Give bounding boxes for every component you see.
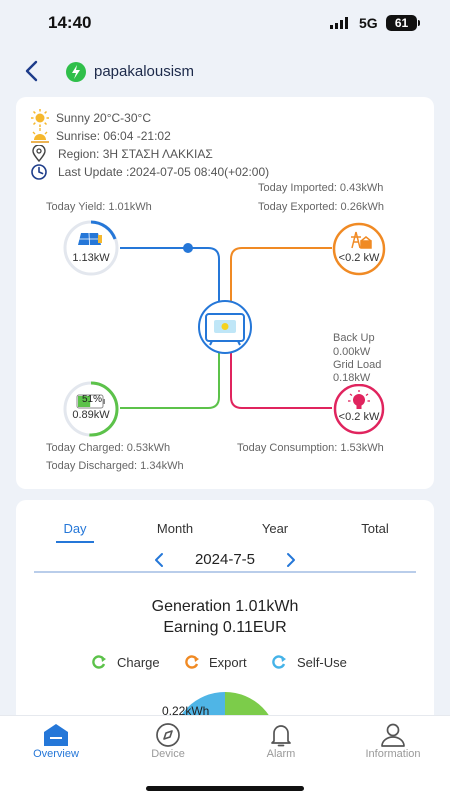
today-discharged: Today Discharged: 1.34kWh [46, 460, 184, 472]
tab-day[interactable]: Day [63, 521, 87, 536]
solar-power: 1.13kW [72, 252, 110, 264]
network-type: 5G [359, 15, 378, 31]
grid-flow-line [230, 247, 332, 302]
sunrise-icon [31, 128, 49, 143]
overview-icon [44, 724, 68, 746]
battery-soc-icon [76, 394, 105, 409]
selected-date[interactable]: 2024-7-5 [194, 551, 256, 568]
legend-export: Export [209, 655, 247, 670]
home-indicator [146, 786, 304, 791]
signal-icon [330, 17, 348, 29]
backup-label: Back Up [333, 332, 375, 344]
generation-pie-chart [178, 692, 272, 720]
battery-power: 0.89kW [72, 409, 110, 421]
bottom-nav [0, 715, 450, 800]
sun-icon [31, 109, 49, 127]
battery-icon: 61 [386, 15, 417, 31]
grid-load-value: 0.18kW [333, 372, 371, 384]
sun-times: Sunrise: 06:04 -21:02 [56, 129, 171, 143]
load-node[interactable] [330, 384, 388, 436]
nav-device-label: Device [151, 748, 185, 760]
generation-total: Generation 1.01kWh [151, 598, 299, 615]
clock-icon [31, 164, 47, 180]
compass-icon [156, 723, 180, 747]
today-imported: Today Imported: 0.43kWh [258, 182, 384, 194]
back-arrow-icon[interactable] [22, 59, 42, 83]
region: Region: 3Η ΣΤΑΣΗ ΛΑΚΚΙΑΣ [58, 147, 213, 161]
nav-alarm-label: Alarm [266, 748, 296, 760]
load-power: <0.2 kW [338, 411, 380, 423]
battery-tip [418, 20, 420, 26]
battery-soc: 51% [81, 394, 102, 405]
plant-title: papakalousism [94, 63, 195, 80]
charge-legend-icon [92, 655, 106, 669]
bell-icon [271, 725, 291, 747]
earning-total: Earning 0.11EUR [163, 619, 287, 636]
nav-device[interactable]: Device [128, 720, 208, 764]
battery-node[interactable] [62, 381, 120, 437]
lightbulb-icon [348, 390, 370, 409]
inverter-node[interactable] [190, 299, 260, 355]
today-exported: Today Exported: 0.26kWh [258, 201, 384, 213]
grid-load-label: Grid Load [333, 359, 382, 371]
solar-flow-line [120, 247, 220, 302]
pie-slice-charge [225, 692, 272, 720]
next-date-icon[interactable] [284, 551, 298, 569]
pie-label: 0.22kWh [162, 704, 210, 718]
power-tower-icon [351, 231, 372, 249]
solar-node[interactable] [62, 220, 120, 276]
battery-level: 61 [394, 16, 409, 30]
tab-total[interactable]: Total [361, 521, 389, 536]
battery-soc-arc [89, 381, 119, 437]
status-bar: 14:40 5G 61 [0, 0, 450, 48]
nav-information[interactable]: Information [353, 720, 433, 764]
legend-self-use: Self-Use [297, 655, 347, 670]
tab-month[interactable]: Month [156, 521, 194, 536]
stats-card [16, 500, 434, 730]
last-update: Last Update :2024-07-05 08:40(+02:00) [58, 165, 270, 179]
tab-active-underline [56, 541, 94, 543]
nav-information-label: Information [365, 748, 421, 760]
pie-slice-self-use [178, 692, 225, 720]
legend-charge: Charge [117, 655, 160, 670]
date-divider [34, 571, 416, 573]
load-flow-line [230, 352, 332, 409]
prev-date-icon[interactable] [152, 551, 166, 569]
solar-flow-dot [183, 243, 193, 253]
nav-overview[interactable]: Overview [16, 720, 96, 764]
status-time: 14:40 [48, 13, 92, 32]
weather-condition: Sunny 20°C-30°C [56, 111, 151, 125]
tab-year[interactable]: Year [261, 521, 289, 536]
grid-node[interactable] [330, 222, 388, 276]
user-icon [381, 723, 405, 747]
nav-overview-label: Overview [33, 748, 79, 760]
battery-flow-line [120, 352, 220, 409]
online-bolt-icon [66, 62, 86, 82]
today-charged: Today Charged: 0.53kWh [46, 442, 171, 454]
backup-value: 0.00kW [333, 346, 371, 358]
export-legend-icon [185, 655, 199, 669]
grid-power: <0.2 kW [338, 252, 380, 264]
today-yield: Today Yield: 1.01kWh [46, 201, 152, 213]
solar-panel-icon [78, 232, 102, 246]
self-use-legend-icon [272, 655, 286, 669]
nav-alarm[interactable]: Alarm [241, 720, 321, 764]
location-pin-icon [32, 145, 46, 163]
inverter-icon [205, 313, 245, 346]
today-consumption: Today Consumption: 1.53kWh [237, 442, 384, 454]
